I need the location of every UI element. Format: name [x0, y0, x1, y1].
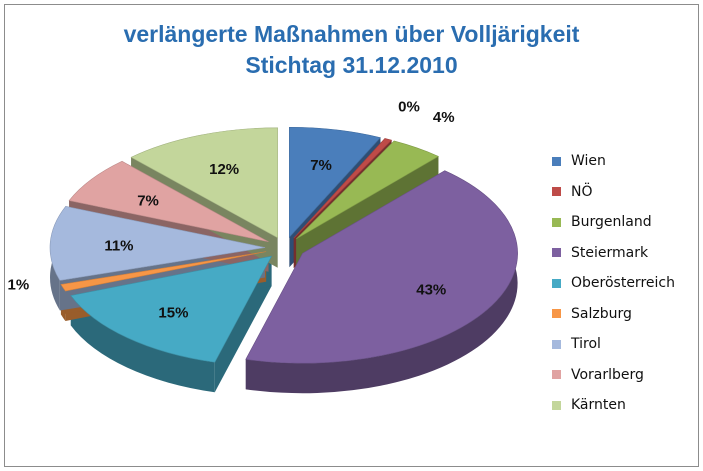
pie-slice-ober-sterreich: [70, 255, 273, 363]
data-label: 12%: [209, 161, 239, 178]
data-label: 15%: [158, 305, 188, 322]
data-label: 4%: [433, 109, 455, 126]
legend-swatch: [552, 248, 561, 258]
legend-swatch: [552, 156, 561, 166]
legend-label: Oberösterreich: [571, 275, 675, 292]
data-label: 1%: [8, 277, 30, 294]
legend-swatch: [552, 217, 561, 227]
legend-label: Steiermark: [571, 244, 649, 261]
pie-slice-burgenland: [296, 140, 440, 240]
pie-slice-k-rnten: [130, 127, 278, 239]
legend-item: Steiermark: [552, 238, 675, 269]
data-label: 7%: [310, 157, 332, 174]
legend-swatch: [552, 309, 561, 319]
legend-label: Salzburg: [571, 305, 632, 322]
legend-item: Wien: [552, 146, 675, 177]
legend-item: Vorarlberg: [552, 360, 675, 391]
data-label: 43%: [416, 282, 446, 299]
pie-slice-vorarlberg: [68, 160, 269, 243]
legend-swatch: [552, 400, 561, 410]
legend-label: Kärnten: [571, 397, 626, 414]
legend-swatch: [552, 339, 561, 349]
legend: Wien NÖ Burgenland Steiermark Oberösterreich…: [552, 146, 675, 421]
legend-label: Burgenland: [571, 214, 652, 231]
legend-item: Burgenland: [552, 207, 675, 238]
legend-item: Tirol: [552, 329, 675, 360]
pie-slice-salzburg: [60, 251, 267, 292]
pie-slice-rim: [70, 295, 215, 393]
legend-label: Tirol: [571, 336, 601, 353]
legend-label: NÖ: [571, 183, 593, 200]
pie-tops: [49, 126, 518, 364]
chart-title: verlängerte Maßnahmen über Volljärigkeit…: [5, 19, 698, 81]
chart-title-line-2: Stichtag 31.12.2010: [245, 52, 458, 78]
legend-item: NÖ: [552, 177, 675, 208]
legend-swatch: [552, 278, 561, 288]
legend-item: Oberösterreich: [552, 268, 675, 299]
legend-swatch: [552, 370, 561, 380]
legend-label: Vorarlberg: [571, 366, 644, 383]
data-label: 0%: [398, 99, 420, 116]
pie-slice-tirol: [49, 206, 266, 281]
chart-title-line-1: verlängerte Maßnahmen über Volljärigkeit: [123, 21, 580, 47]
pie-slice-wien: [289, 126, 381, 239]
legend-swatch: [552, 187, 561, 197]
data-label: 7%: [137, 192, 159, 209]
data-label: 11%: [104, 238, 133, 255]
legend-item: Kärnten: [552, 390, 675, 421]
legend-item: Salzburg: [552, 299, 675, 330]
pie-slice-rim: [245, 170, 518, 394]
pie-slice-wall: [214, 256, 272, 393]
legend-label: Wien: [571, 153, 606, 170]
pie-labels: 7% 0% 4% 43% 15% 1% 11% 7% 12%: [8, 99, 455, 322]
pie-slice-steiermark: [245, 170, 518, 364]
pie-slice-n-: [293, 138, 393, 239]
